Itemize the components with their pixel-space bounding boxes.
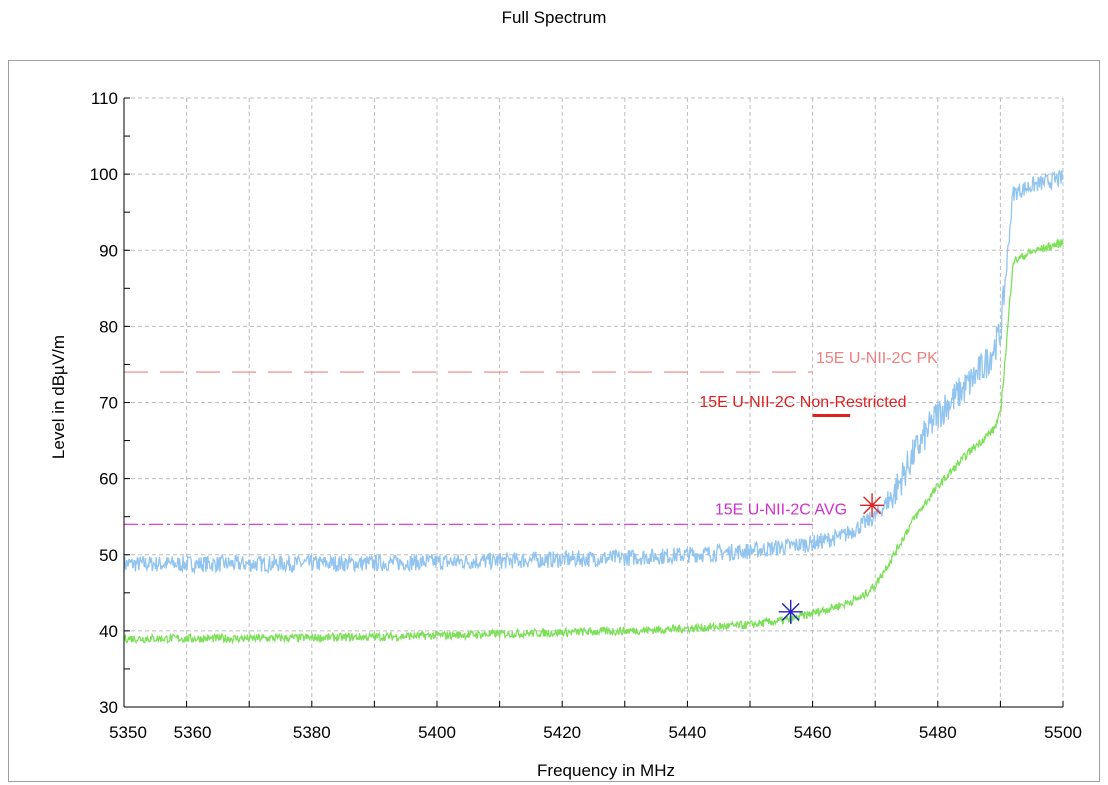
x-tick-label: 5460 [794,723,832,742]
axes: 30 40 50 60 70 80 90 100 110 5350 5360 5380 5400 5420… [90,89,1082,742]
limit-line-label: 15E U-NII-2C PK [816,350,938,367]
y-tick-label: 40 [99,622,118,641]
markers [778,493,885,624]
y-tick-label: 50 [99,546,118,565]
marker-asterisk [860,493,885,518]
chart-title: Full Spectrum [501,8,607,27]
x-axis-label: Frequency in MHz [537,761,675,780]
grid-layer [123,97,1064,708]
marker-stroke [781,602,800,621]
x-tick-label: 5500 [1044,723,1082,742]
limit-lines: 15E U-NII-2C PK 15E U-NII-2C Non-Restrict… [124,350,938,525]
y-axis-label: Level in dBµV/m [49,335,68,459]
y-tick-label: 80 [99,317,118,336]
x-tick-label: 5350 [109,723,147,742]
y-tick-label: 30 [99,698,118,717]
y-tick-label: 110 [91,89,118,108]
marker-asterisk [778,599,803,624]
y-tick-label: 70 [99,394,118,413]
series-line [123,169,1064,575]
limit-line-label: 15E U-NII-2C AVG [715,501,847,518]
limit-line-label: 15E U-NII-2C Non-Restricted [699,394,906,411]
y-tick-label: 90 [99,241,118,260]
chart-frame [8,60,1100,782]
series-line [123,238,1064,645]
data-series [123,169,1064,645]
x-tick-label: 5400 [418,723,456,742]
marker-stroke [863,496,882,515]
x-tick-label: 5480 [919,723,957,742]
x-tick-label: 5380 [293,723,331,742]
x-tick-label: 5420 [543,723,581,742]
x-tick-label: 5360 [174,723,212,742]
y-tick-label: 60 [99,470,118,489]
x-tick-label: 5440 [668,723,706,742]
y-tick-label: 100 [90,165,118,184]
